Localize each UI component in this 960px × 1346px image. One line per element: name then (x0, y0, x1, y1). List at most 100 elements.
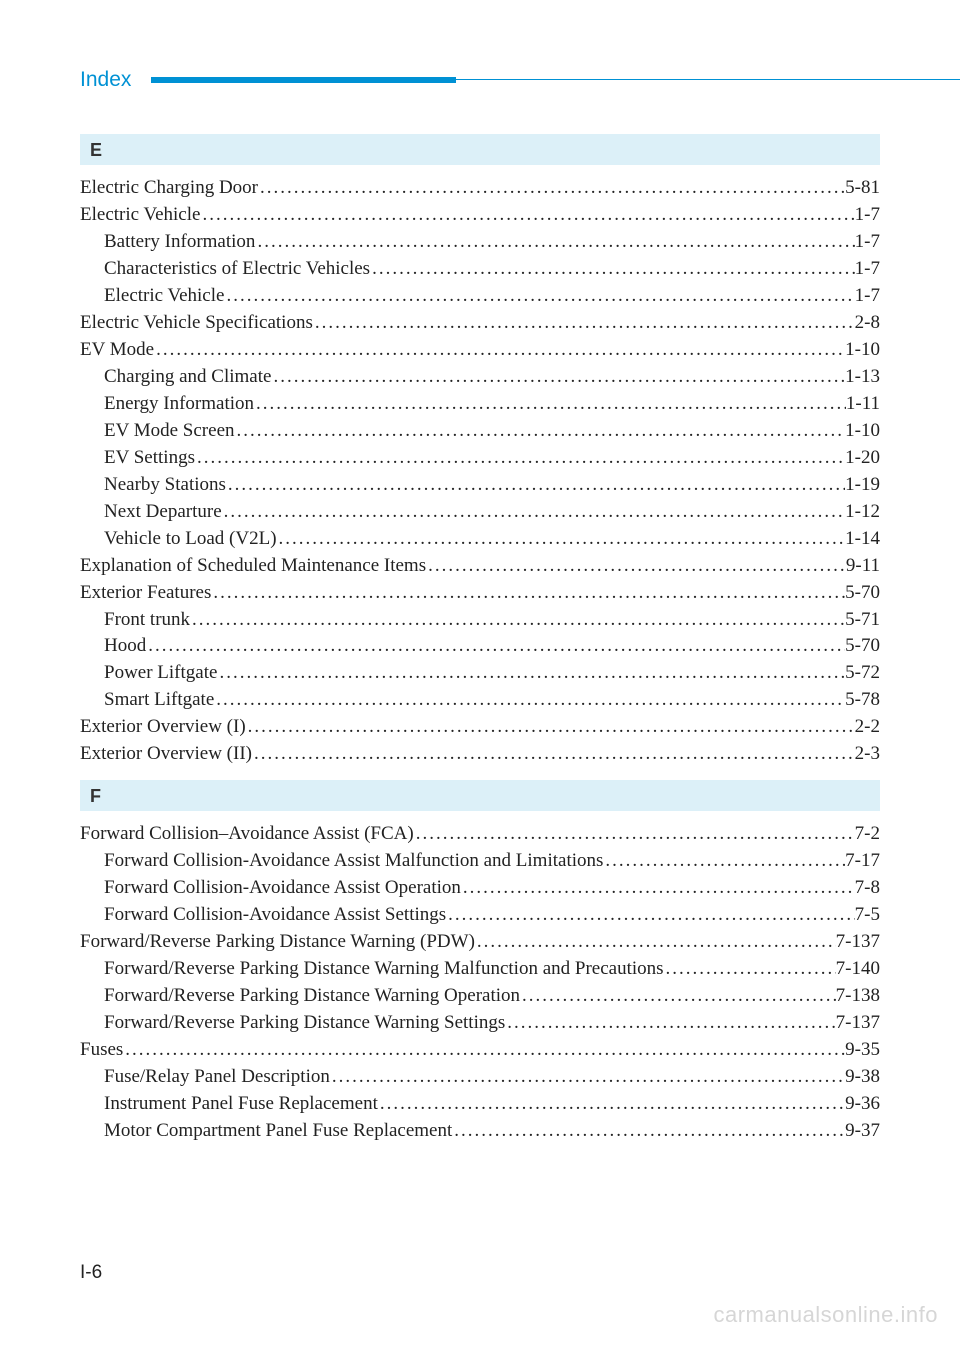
index-entry: Characteristics of Electric Vehicles 1-7 (80, 256, 880, 283)
entry-label: Charging and Climate (104, 364, 271, 391)
entry-leader-dots (475, 929, 836, 956)
entry-leader-dots (154, 337, 845, 364)
entry-label: Forward/Reverse Parking Distance Warning… (80, 929, 475, 956)
index-entry: Explanation of Scheduled Maintenance Ite… (80, 553, 880, 580)
entry-page: 9-11 (846, 553, 880, 580)
entry-leader-dots (146, 633, 845, 660)
entry-page: 7-138 (836, 983, 880, 1010)
entry-label: Forward/Reverse Parking Distance Warning… (104, 956, 664, 983)
entry-label: EV Settings (104, 445, 195, 472)
section-entries: Electric Charging Door5-81Electric Vehic… (80, 175, 880, 768)
index-entry: Battery Information1-7 (80, 229, 880, 256)
index-entry: Forward/Reverse Parking Distance Warning… (80, 929, 880, 956)
entry-page: 7-5 (855, 902, 880, 929)
entry-leader-dots (277, 526, 846, 553)
entry-page: 7-17 (845, 848, 880, 875)
entry-leader-dots (330, 1064, 845, 1091)
entry-leader-dots (222, 499, 846, 526)
entry-label: Electric Vehicle Specifications (80, 310, 313, 337)
index-entry: Energy Information1-11 (80, 391, 880, 418)
entry-page: 5-70 (845, 633, 880, 660)
entry-label: Next Departure (104, 499, 222, 526)
entry-leader-dots (664, 956, 836, 983)
entry-label: Electric Vehicle (80, 202, 200, 229)
entry-label: Forward Collision-Avoidance Assist Opera… (104, 875, 461, 902)
index-entry: Exterior Features5-70 (80, 580, 880, 607)
entry-label: Characteristics of Electric Vehicles (104, 256, 370, 283)
entry-label: Fuses (80, 1037, 123, 1064)
watermark: carmanualsonline.info (713, 1302, 938, 1328)
entry-label: Exterior Overview (I) (80, 714, 246, 741)
page-number: I-6 (80, 1262, 102, 1284)
index-entry: Next Departure1-12 (80, 499, 880, 526)
entry-page: 9-37 (845, 1118, 880, 1145)
entry-page: 5-71 (845, 607, 880, 634)
index-entry: Forward/Reverse Parking Distance Warning… (80, 1010, 880, 1037)
page-header: Index (80, 68, 880, 92)
index-entry: EV Mode1-10 (80, 337, 880, 364)
index-entry: Motor Compartment Panel Fuse Replacement… (80, 1118, 880, 1145)
index-entry: EV Mode Screen1-10 (80, 418, 880, 445)
entry-page: 7-140 (836, 956, 880, 983)
entry-label: Front trunk (104, 607, 190, 634)
entry-leader-dots (200, 202, 854, 229)
index-entry: Forward/Reverse Parking Distance Warning… (80, 956, 880, 983)
index-entry: Forward Collision-Avoidance Assist Malfu… (80, 848, 880, 875)
entry-page: 5-81 (845, 175, 880, 202)
index-entry: Fuses9-35 (80, 1037, 880, 1064)
entry-label: Power Liftgate (104, 660, 217, 687)
entry-page: 1-7 (855, 202, 880, 229)
entry-label: Hood (104, 633, 146, 660)
page-container: Index EElectric Charging Door5-81Electri… (0, 0, 960, 1145)
entry-page: 1-11 (846, 391, 880, 418)
index-entry: Forward Collision-Avoidance Assist Setti… (80, 902, 880, 929)
entry-label: Forward/Reverse Parking Distance Warning… (104, 983, 520, 1010)
index-entry: Smart Liftgate5-78 (80, 687, 880, 714)
entry-leader-dots (426, 553, 846, 580)
entry-leader-dots (123, 1037, 845, 1064)
entry-label: Forward/Reverse Parking Distance Warning… (104, 1010, 505, 1037)
index-entry: Exterior Overview (I)2-2 (80, 714, 880, 741)
entry-label: Instrument Panel Fuse Replacement (104, 1091, 378, 1118)
entry-page: 1-7 (855, 283, 880, 310)
index-entry: Electric Vehicle 1-7 (80, 202, 880, 229)
entry-label: Forward Collision-Avoidance Assist Malfu… (104, 848, 603, 875)
index-entry: Hood 5-70 (80, 633, 880, 660)
entry-page: 1-20 (845, 445, 880, 472)
index-entry: EV Settings 1-20 (80, 445, 880, 472)
entry-page: 1-10 (845, 337, 880, 364)
entry-leader-dots (414, 821, 855, 848)
header-rule (151, 76, 880, 84)
entry-leader-dots (313, 310, 855, 337)
entry-leader-dots (378, 1091, 845, 1118)
entry-label: Electric Vehicle (104, 283, 224, 310)
entry-label: EV Mode Screen (104, 418, 235, 445)
index-entry: Instrument Panel Fuse Replacement 9-36 (80, 1091, 880, 1118)
entry-label: Electric Charging Door (80, 175, 258, 202)
entry-leader-dots (370, 256, 855, 283)
entry-leader-dots (252, 741, 855, 768)
entry-page: 7-2 (855, 821, 880, 848)
entry-page: 7-8 (855, 875, 880, 902)
entry-label: Motor Compartment Panel Fuse Replacement (104, 1118, 452, 1145)
entry-leader-dots (195, 445, 845, 472)
entry-page: 1-7 (855, 229, 880, 256)
entry-leader-dots (190, 607, 845, 634)
section-letter: F (80, 780, 880, 811)
entry-leader-dots (505, 1010, 835, 1037)
entry-page: 1-13 (845, 364, 880, 391)
index-entry: Nearby Stations 1-19 (80, 472, 880, 499)
index-entry: Forward/Reverse Parking Distance Warning… (80, 983, 880, 1010)
index-entry: Electric Charging Door 5-81 (80, 175, 880, 202)
entry-label: Exterior Overview (II) (80, 741, 252, 768)
entry-label: Explanation of Scheduled Maintenance Ite… (80, 553, 426, 580)
entry-label: Forward Collision-Avoidance Assist Setti… (104, 902, 446, 929)
entry-page: 9-38 (845, 1064, 880, 1091)
entry-leader-dots (603, 848, 845, 875)
entry-label: Fuse/Relay Panel Description (104, 1064, 330, 1091)
entry-page: 1-19 (845, 472, 880, 499)
entry-page: 9-36 (845, 1091, 880, 1118)
entry-leader-dots (217, 660, 845, 687)
entry-page: 1-7 (855, 256, 880, 283)
entry-label: Forward Collision–Avoidance Assist (FCA) (80, 821, 414, 848)
